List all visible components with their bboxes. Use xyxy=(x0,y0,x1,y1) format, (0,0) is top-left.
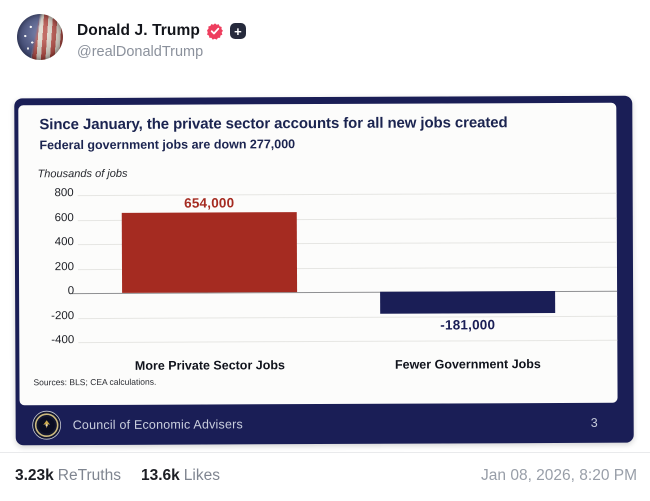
plot-area: 800 600 400 200 0 -200 -400 654,000 More Private… xyxy=(51,187,618,373)
page-number: 3 xyxy=(590,415,598,430)
gridline xyxy=(78,339,618,344)
bar-fewer-government-jobs xyxy=(380,290,556,314)
user-handle[interactable]: @realDonaldTrump xyxy=(77,44,204,60)
likes-stat[interactable]: 13.6k Likes xyxy=(141,467,220,485)
likes-count: 13.6k xyxy=(140,467,180,484)
engagement-row: 3.23k ReTruths 13.6k Likes Jan 08, 2026, 8… xyxy=(15,466,637,486)
bar-more-private-sector-jobs xyxy=(121,211,298,293)
timestamp: Jan 08, 2026, 8:20 PM xyxy=(481,467,637,484)
y-axis-title: Thousands of jobs xyxy=(37,167,128,181)
category-label-more-private-sector-jobs: More Private Sector Jobs xyxy=(134,358,285,373)
sources-note: Sources: BLS; CEA calculations. xyxy=(33,376,157,388)
category-label-fewer-government-jobs: Fewer Government Jobs xyxy=(394,357,541,372)
slide-footer: Council of Economic Advisers 3 xyxy=(20,403,618,446)
chart-title: Since January, the private sector accoun… xyxy=(39,114,508,134)
y-tick-label: 200 xyxy=(54,260,75,273)
y-tick-label: 400 xyxy=(54,236,74,249)
y-tick-label: -400 xyxy=(51,334,75,347)
value-label-more-private-sector-jobs: 654,000 xyxy=(184,195,235,211)
y-tick-label: 600 xyxy=(54,211,74,224)
value-label-fewer-government-jobs: -181,000 xyxy=(440,317,496,333)
retruths-label: ReTruths xyxy=(57,467,121,484)
y-tick-label: 0 xyxy=(67,285,75,298)
chart-subtitle: Federal government jobs are down 277,000 xyxy=(39,137,296,153)
post-image[interactable]: Since January, the private sector accoun… xyxy=(14,95,634,446)
footer-org: Council of Economic Advisers xyxy=(72,417,243,433)
verified-badge-icon xyxy=(206,22,224,40)
retruths-stat[interactable]: 3.23k ReTruths xyxy=(15,467,121,485)
y-tick-label: -200 xyxy=(51,309,75,322)
author-row: Donald J. Trump + xyxy=(77,21,246,41)
divider xyxy=(0,452,650,453)
cea-seal-icon xyxy=(32,410,62,440)
likes-label: Likes xyxy=(183,467,220,484)
avatar[interactable] xyxy=(17,14,63,60)
y-tick-label: 800 xyxy=(54,187,74,200)
slide-content: Since January, the private sector accoun… xyxy=(18,102,618,406)
display-name[interactable]: Donald J. Trump xyxy=(77,22,200,39)
plus-badge-icon: + xyxy=(229,23,246,39)
retruths-count: 3.23k xyxy=(15,467,54,484)
